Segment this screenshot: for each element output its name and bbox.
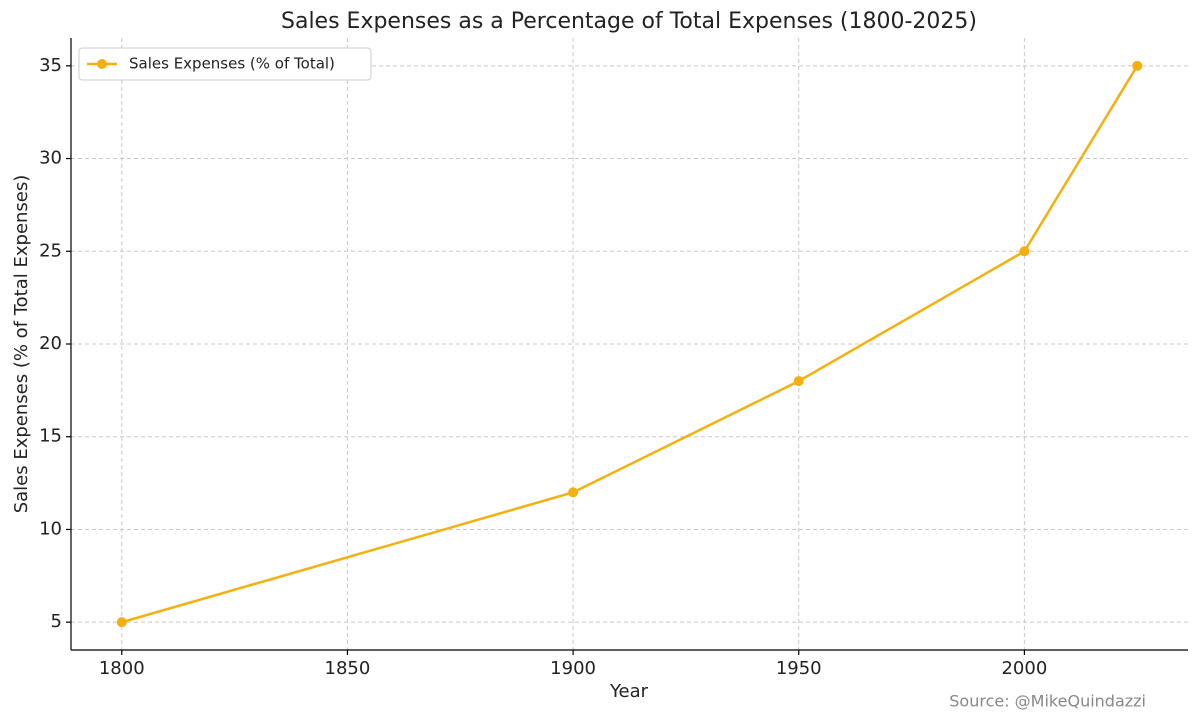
x-axis-label: Year	[609, 681, 649, 702]
y-tick-label: 5	[51, 611, 62, 632]
data-point	[793, 376, 804, 387]
data-point	[116, 617, 127, 628]
y-tick-label: 20	[39, 333, 62, 354]
x-tick-label: 2000	[1001, 658, 1047, 679]
data-point	[568, 487, 579, 498]
x-tick-label: 1850	[325, 658, 371, 679]
x-tick-label: 1800	[99, 658, 145, 679]
y-tick-label: 10	[39, 518, 62, 539]
data-point	[1132, 60, 1143, 71]
x-tick-label: 1900	[550, 658, 596, 679]
source-note: Source: @MikeQuindazzi	[949, 692, 1146, 711]
y-tick-label: 35	[39, 55, 62, 76]
legend-box	[78, 47, 372, 81]
y-axis-label: Sales Expenses (% of Total Expenses)	[11, 175, 32, 514]
y-tick-label: 30	[39, 148, 62, 169]
y-tick-label: 25	[39, 240, 62, 261]
data-point	[1019, 246, 1030, 257]
legend-marker	[97, 59, 107, 69]
y-tick-label: 15	[39, 426, 62, 447]
chart-title: Sales Expenses as a Percentage of Total …	[281, 9, 977, 34]
legend-label: Sales Expenses (% of Total)	[129, 55, 335, 73]
x-tick-label: 1950	[776, 658, 822, 679]
legend: Sales Expenses (% of Total)	[78, 47, 372, 81]
